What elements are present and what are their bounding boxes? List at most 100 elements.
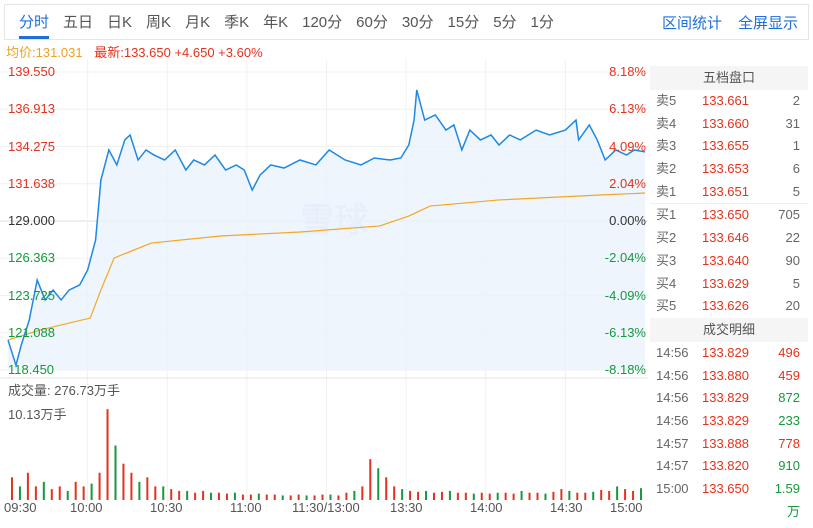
volume: 233 [778, 412, 800, 428]
trade-row: 14:56 133.829 233 [650, 410, 808, 433]
price: 133.653 [702, 161, 749, 177]
intraday-chart[interactable]: 雪球 [0, 60, 648, 520]
volume-bar [576, 492, 579, 500]
volume-bar [448, 490, 451, 500]
volume: 1.59万 [774, 481, 800, 519]
range-stats-button[interactable]: 区间统计 [661, 14, 722, 32]
volume: 90 [785, 252, 800, 268]
volume-bar [512, 493, 515, 500]
volume-bar [225, 493, 228, 500]
volume-bar [50, 489, 53, 500]
trade-list: 14:56 133.829 496 14:56 133.880 459 14:56 133.8… [650, 342, 808, 519]
volume-bar [560, 489, 563, 500]
trades-title: 成交明细 [650, 317, 808, 342]
volume-bar [472, 493, 475, 500]
label: 14:56 [656, 344, 689, 360]
tab-6[interactable]: 年K [263, 14, 289, 31]
volume: 1 [792, 138, 800, 154]
volume-label: 成交量: 276.73万手 [8, 383, 120, 398]
volume-bar [488, 493, 491, 500]
volume: 2 [792, 93, 800, 108]
volume-bar [401, 489, 404, 500]
label: 14:56 [656, 367, 689, 383]
percent-tick: -6.13% [604, 324, 646, 340]
order-book-title: 五档盘口 [650, 66, 808, 90]
percent-tick: 6.13% [609, 101, 646, 117]
volume-bar [624, 489, 627, 500]
volume-bar [82, 486, 85, 500]
tab-8[interactable]: 60分 [356, 14, 388, 31]
volume-bar [329, 494, 332, 500]
tab-2[interactable]: 日K [107, 14, 133, 31]
time-tick: 11:00 [230, 500, 262, 515]
avg-line [7, 192, 646, 341]
tab-3[interactable]: 周K [146, 14, 172, 31]
volume-bar [249, 494, 252, 500]
buy-level: 买5 133.626 20 [650, 295, 808, 318]
volume-bar [504, 492, 507, 500]
time-tick: 14:00 [470, 500, 503, 515]
price: 133.660 [702, 115, 749, 131]
volume: 778 [778, 435, 800, 451]
volume-bar [361, 486, 364, 500]
volume-bar [210, 492, 213, 500]
volume-bar [520, 490, 523, 500]
volume-bar [552, 491, 555, 500]
buy-level: 买4 133.629 5 [650, 273, 808, 296]
sell-level: 卖5 133.661 2 [650, 90, 808, 113]
tab-9[interactable]: 30分 [401, 14, 434, 31]
sell-level: 卖2 133.653 6 [650, 158, 808, 181]
volume-bar [369, 459, 372, 500]
tab-12[interactable]: 1分 [530, 14, 554, 31]
fullscreen-button[interactable]: 全屏显示 [737, 14, 798, 32]
volume-bar [568, 490, 571, 500]
tab-0[interactable]: 分时 [19, 5, 50, 39]
volume-bar [528, 492, 531, 500]
trade-row: 14:56 133.829 872 [650, 387, 808, 410]
price: 133.629 [702, 275, 749, 291]
tab-5[interactable]: 季K [224, 14, 250, 31]
volume-bar [353, 490, 356, 500]
price: 133.626 [702, 298, 749, 314]
tab-10[interactable]: 15分 [447, 14, 480, 31]
tab-11[interactable]: 5分 [493, 14, 517, 31]
volume-bar [632, 490, 635, 500]
order-book: 五档盘口 卖5 133.661 2 卖4 133.660 31 卖3 133.655 1 卖2 13… [650, 66, 808, 519]
volume-bar [178, 490, 181, 500]
time-tick: 14:30 [550, 500, 583, 515]
label: 卖1 [656, 183, 677, 199]
volume-bar [616, 486, 619, 500]
tab-7[interactable]: 120分 [302, 14, 343, 31]
volume: 5 [792, 183, 800, 199]
volume-bar [66, 490, 69, 500]
label: 卖3 [656, 138, 677, 154]
volume-bar [122, 463, 125, 500]
volume-bar [584, 492, 587, 500]
volume-bar [313, 495, 316, 500]
volume-bar [170, 489, 173, 500]
label: 14:56 [656, 412, 689, 428]
price: 133.661 [702, 93, 749, 108]
volume-bar [162, 486, 165, 500]
tab-4[interactable]: 月K [185, 14, 211, 31]
volume-bar [186, 490, 189, 500]
time-tick: 10:30 [150, 500, 183, 515]
label: 14:57 [656, 435, 689, 451]
tab-1[interactable]: 五日 [63, 14, 94, 31]
volume-bar [202, 490, 205, 500]
price: 133.640 [702, 252, 749, 268]
price-tick: 123.725 [8, 287, 55, 303]
volume-bar [464, 492, 467, 500]
volume: 31 [785, 115, 800, 131]
price: 133.880 [702, 367, 749, 383]
label: 卖5 [656, 93, 677, 108]
sell-levels: 卖5 133.661 2 卖4 133.660 31 卖3 133.655 1 卖2 133.653… [650, 90, 808, 203]
percent-tick: 8.18% [609, 64, 646, 79]
volume-bar [496, 492, 499, 500]
label: 买2 [656, 230, 677, 246]
label: 14:56 [656, 390, 689, 406]
volume-bar [194, 492, 197, 500]
buy-level: 买2 133.646 22 [650, 227, 808, 250]
volume-bar [321, 494, 324, 500]
price-tick: 129.000 [8, 213, 55, 228]
